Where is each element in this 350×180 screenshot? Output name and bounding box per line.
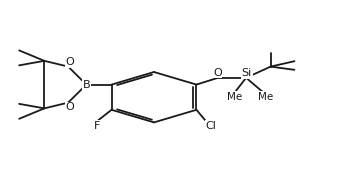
Text: Me: Me xyxy=(258,92,273,102)
Text: B: B xyxy=(83,80,90,90)
Text: O: O xyxy=(65,102,74,112)
Text: F: F xyxy=(94,121,100,131)
Text: Me: Me xyxy=(226,92,242,102)
Text: Cl: Cl xyxy=(205,121,216,131)
Text: O: O xyxy=(65,57,74,67)
Text: O: O xyxy=(213,68,222,78)
Text: Si: Si xyxy=(242,68,252,78)
